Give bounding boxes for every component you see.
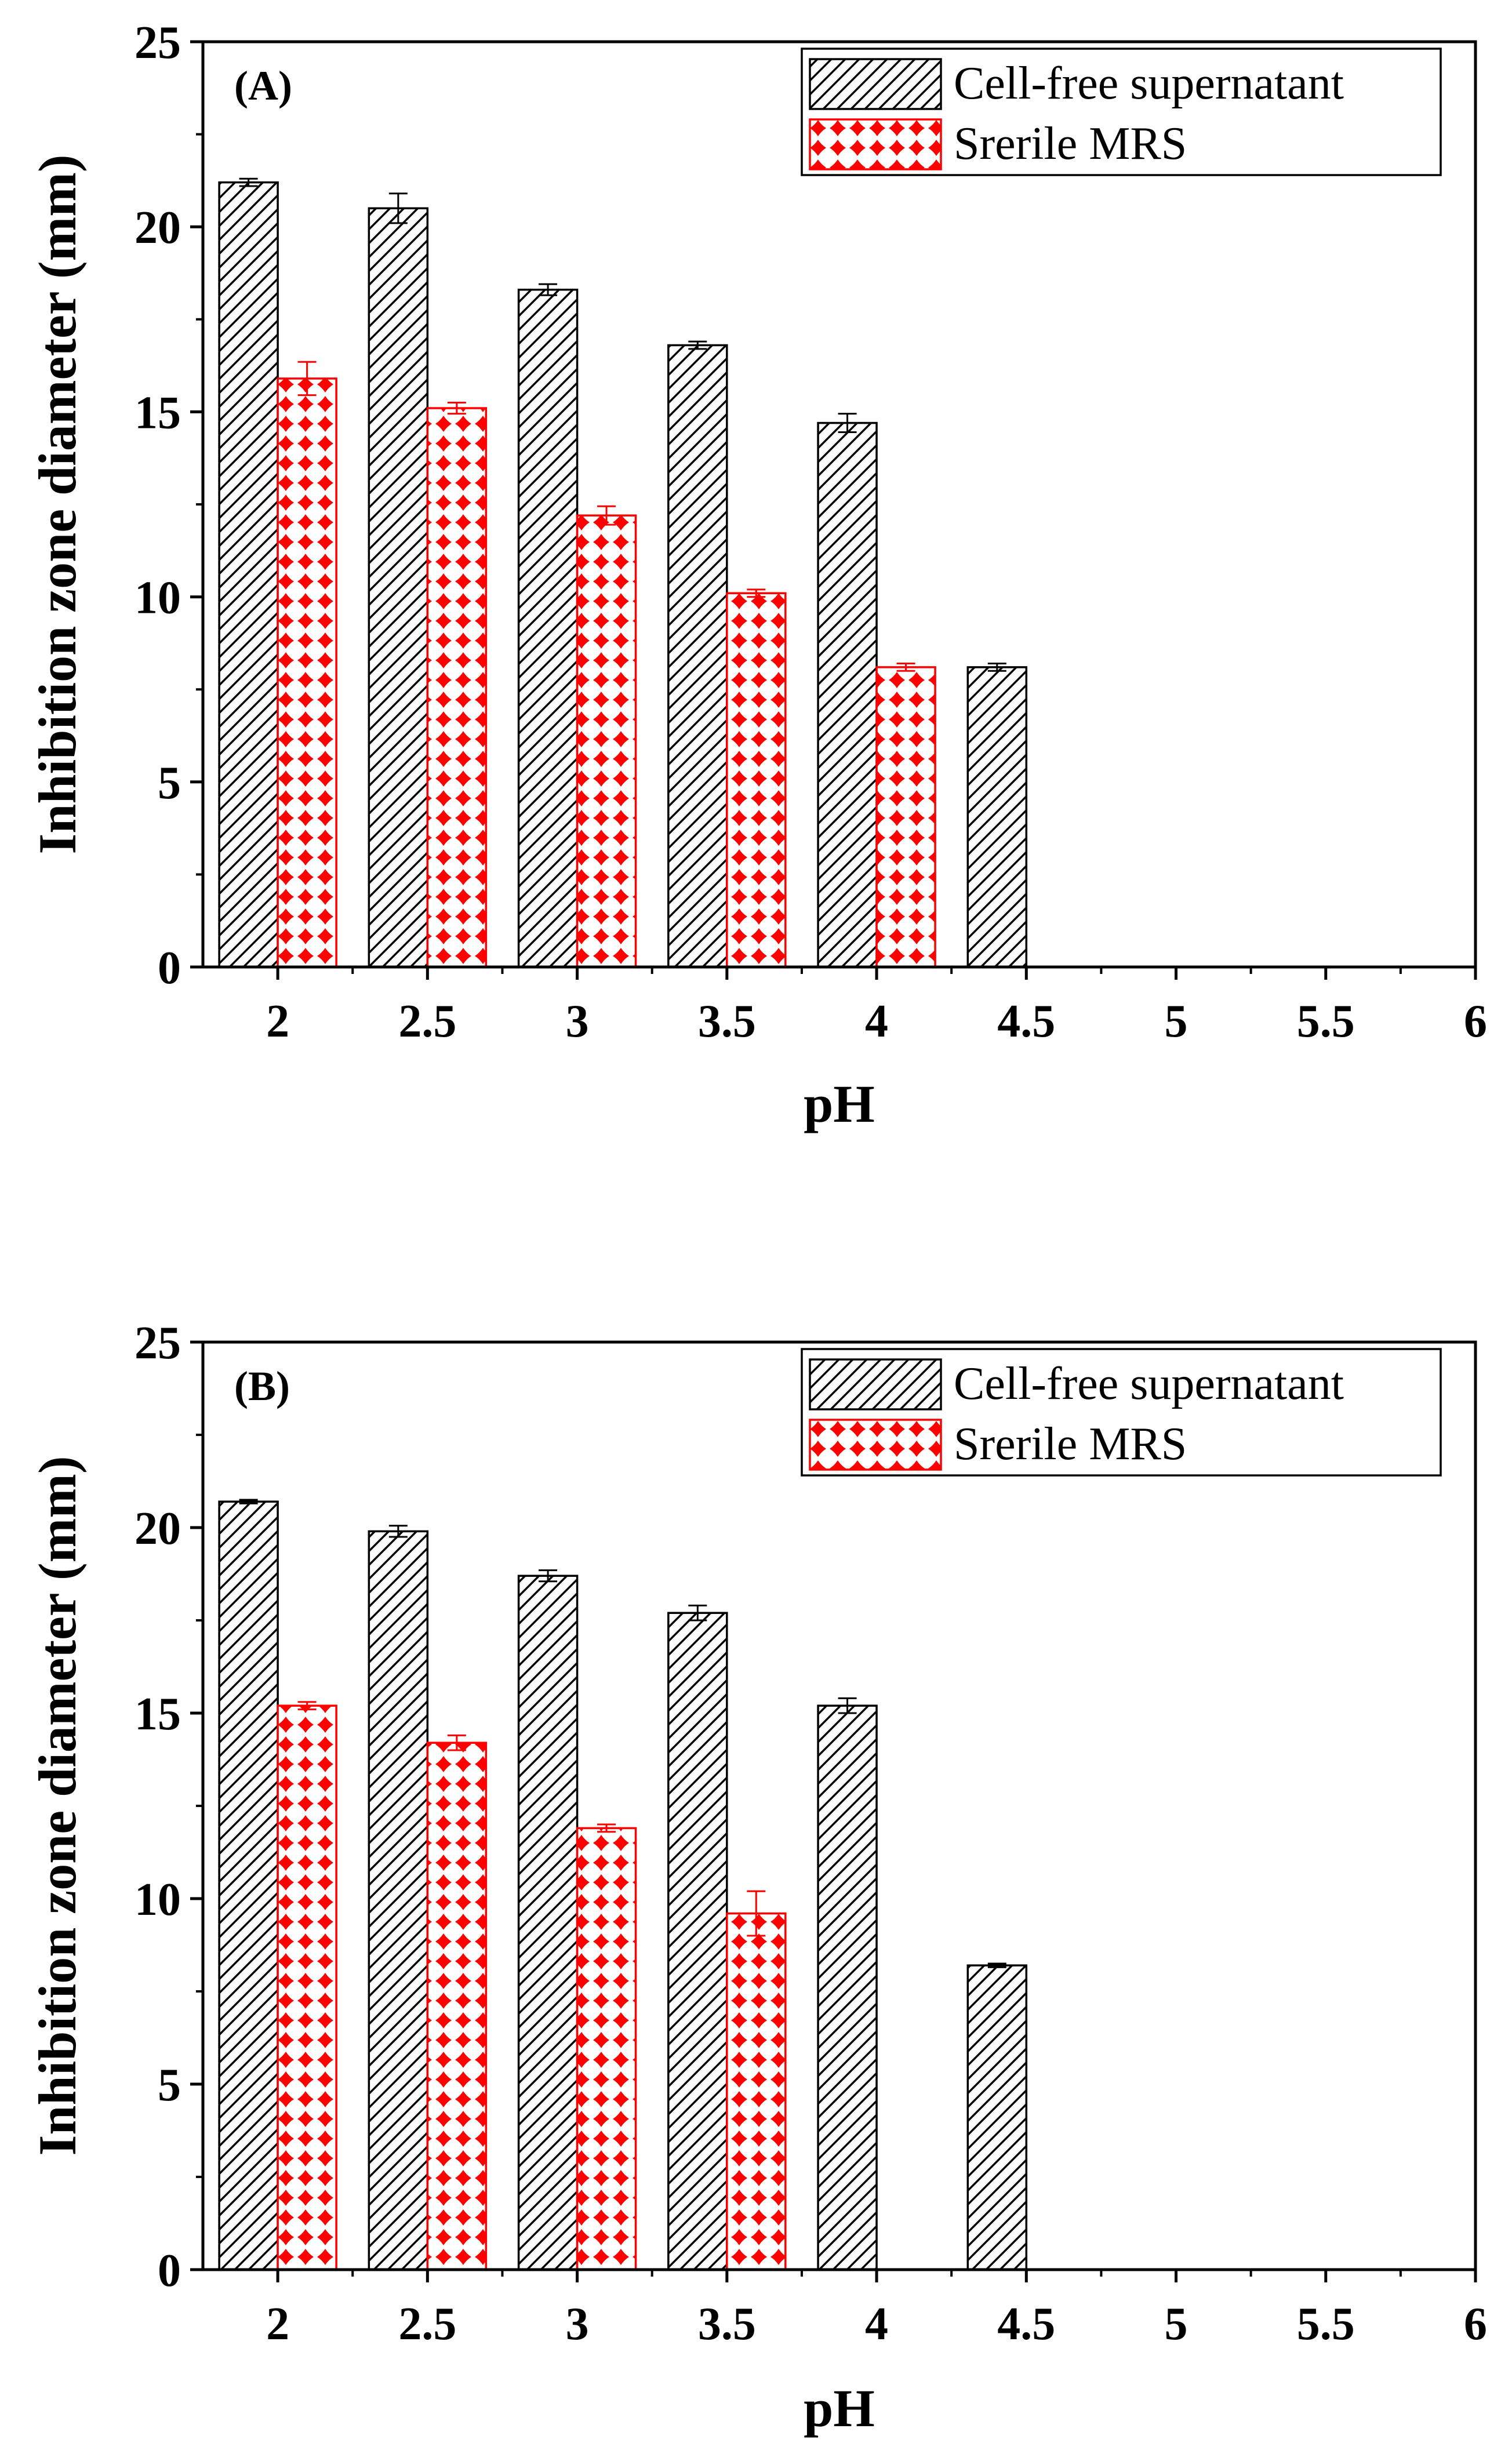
y-tick-label-25: 25 [135,1318,181,1369]
x-tick-label-4.5: 4.5 [997,996,1055,1047]
bar-supernatant-4.5 [966,1964,1028,2271]
error-bar-supernatant-3.5 [688,340,707,350]
bar-supernatant-3 [517,1575,579,2271]
x-axis-title: pH [804,1074,875,1133]
y-tick-label-5: 5 [158,758,181,809]
y-tick-label-0: 0 [158,943,181,994]
x-tick-label-3: 3 [566,2299,589,2350]
y-tick-label-15: 15 [135,387,181,438]
bar-mrs-2 [277,377,337,968]
bar-supernatant-4 [817,421,878,968]
error-bar-mrs-3.5 [747,588,766,598]
legend-label-mrs: Srerile MRS [954,1419,1187,1470]
bar-supernatant-2.5 [368,1530,429,2271]
error-bar-supernatant-4 [838,1697,857,1714]
x-tick-label-4: 4 [865,996,888,1047]
chart-panel-1: 0 5 10 15 20 25 2 2.5 3 3.5 4 4.5 5 5.5 6 pH Inhibition … [28,17,1487,1133]
x-tick-label-2: 2 [266,2299,289,2350]
legend-swatch-mrs [809,118,942,170]
y-tick-label-0: 0 [158,2245,181,2296]
y-axis-title: Inhibition zone diameter (mm) [28,154,87,854]
legend-swatch-mrs [809,1419,942,1471]
bar-mrs-2 [277,1704,337,2271]
legend-swatch-supernatant [809,1358,942,1410]
legend-label-supernatant: Cell-free supernatant [954,1358,1344,1409]
y-tick-label-25: 25 [135,17,181,68]
error-bar-mrs-3.5 [747,1890,766,1937]
error-bar-supernatant-4.5 [987,1962,1006,1968]
error-bar-supernatant-2.5 [388,1525,408,1538]
y-tick-label-20: 20 [135,202,181,253]
error-bar-supernatant-3 [539,1569,558,1583]
bar-supernatant-2 [218,1500,279,2271]
bar-mrs-2.5 [426,1742,488,2271]
x-tick-label-3: 3 [566,996,589,1047]
bar-mrs-3.5 [726,592,787,968]
x-tick-label-4.5: 4.5 [997,2299,1055,2350]
error-bar-mrs-2 [297,361,317,397]
x-tick-label-2: 2 [266,996,289,1047]
error-bar-mrs-3 [597,505,616,526]
x-tick-label-2.5: 2.5 [398,996,456,1047]
bar-mrs-4 [875,666,936,968]
x-tick-label-5: 5 [1165,996,1188,1047]
x-tick-label-2.5: 2.5 [398,2299,456,2350]
x-tick-label-6: 6 [1464,2299,1487,2350]
y-tick-label-15: 15 [135,1689,181,1740]
x-tick-label-5: 5 [1165,2299,1188,2350]
error-bar-mrs-2 [297,1701,317,1711]
bar-supernatant-4.5 [966,666,1028,968]
x-tick-label-6: 6 [1464,996,1487,1047]
bar-supernatant-2 [218,181,279,968]
bar-mrs-3 [576,1827,637,2271]
error-bar-supernatant-4.5 [987,663,1006,672]
bar-mrs-2.5 [426,407,488,968]
x-tick-label-3.5: 3.5 [698,2299,756,2350]
error-bar-supernatant-2.5 [388,192,408,224]
x-tick-label-5.5: 5.5 [1297,996,1355,1047]
error-bar-supernatant-2 [239,1499,258,1504]
x-tick-label-5.5: 5.5 [1297,2299,1355,2350]
legend-swatch-supernatant [809,58,942,110]
bar-supernatant-2.5 [368,207,429,968]
bar-supernatant-3.5 [667,1612,728,2271]
legend-label-supernatant: Cell-free supernatant [954,58,1344,109]
bar-supernatant-3.5 [667,344,728,968]
legend-label-mrs: Srerile MRS [954,118,1187,169]
x-tick-label-4: 4 [865,2299,888,2350]
y-tick-label-10: 10 [135,573,181,624]
bar-supernatant-4 [817,1704,878,2271]
bar-mrs-3.5 [726,1912,787,2271]
error-bar-supernatant-3.5 [688,1604,707,1622]
bar-mrs-3 [576,514,637,968]
x-axis-title: pH [804,2379,875,2438]
y-tick-label-20: 20 [135,1503,181,1554]
panel-label: (B) [234,1363,290,1409]
y-tick-label-5: 5 [158,2060,181,2111]
chart-panel-2: 0 5 10 15 20 25 2 2.5 3 3.5 4 4.5 5 5.5 6 pH Inhibition … [28,1318,1487,2438]
error-bar-mrs-4 [896,663,915,672]
error-bar-mrs-2.5 [447,1734,466,1751]
error-bar-supernatant-4 [838,413,857,434]
error-bar-supernatant-3 [539,283,558,296]
bar-supernatant-3 [517,288,579,968]
panel-label: (A) [234,63,292,109]
error-bar-mrs-2.5 [447,401,466,415]
x-tick-label-3.5: 3.5 [698,996,756,1047]
y-tick-label-10: 10 [135,1874,181,1925]
error-bar-mrs-3 [597,1823,616,1833]
error-bar-supernatant-2 [239,177,258,187]
y-axis-title: Inhibition zone diameter (mm) [28,1456,87,2155]
